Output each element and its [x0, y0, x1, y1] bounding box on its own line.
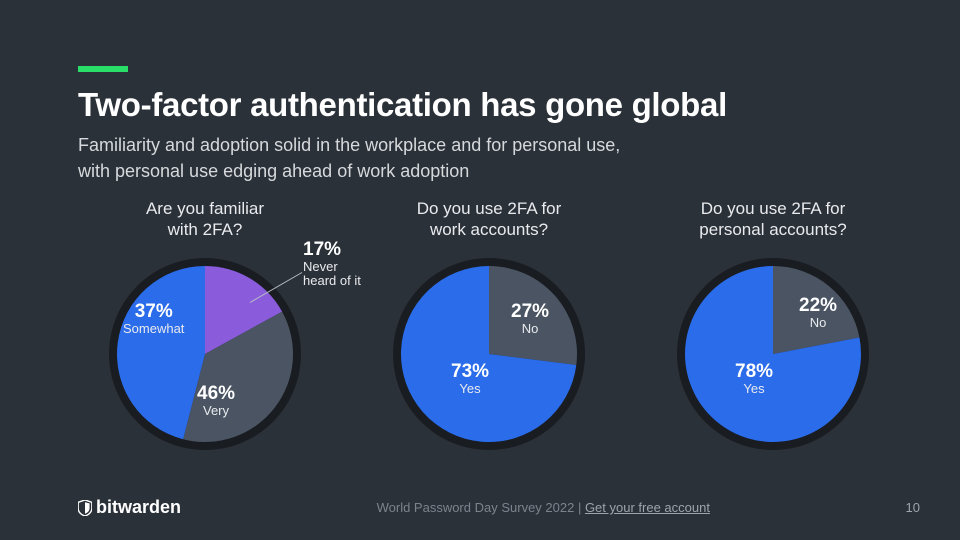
accent-bar [78, 66, 128, 72]
q-line: Do you use 2FA for [417, 199, 562, 218]
q-line: work accounts? [430, 220, 548, 239]
chart-question: Are you familiar with 2FA? [146, 198, 264, 242]
pie-chart [105, 254, 305, 454]
page-number: 10 [906, 500, 920, 515]
q-line: Are you familiar [146, 199, 264, 218]
brand-logo: bitwarden [78, 497, 181, 518]
pie-chart [389, 254, 589, 454]
page-title: Two-factor authentication has gone globa… [78, 86, 727, 124]
chart-familiarity: Are you familiar with 2FA? 46% Very 37% … [78, 198, 332, 454]
chart-question: Do you use 2FA for personal accounts? [699, 198, 846, 242]
subtitle-line-1: Familiarity and adoption solid in the wo… [78, 132, 620, 158]
pie-wrap: 73% Yes 27% No [389, 254, 589, 454]
chart-personal: Do you use 2FA for personal accounts? 78… [646, 198, 900, 454]
pie-slices [401, 266, 577, 442]
pie-wrap: 46% Very 37% Somewhat 17% Never heard of… [105, 254, 305, 454]
brand-name: bitwarden [96, 497, 181, 518]
footer-center: World Password Day Survey 2022 | Get you… [181, 500, 906, 515]
q-line: Do you use 2FA for [701, 199, 846, 218]
shield-icon [78, 500, 92, 516]
q-line: personal accounts? [699, 220, 846, 239]
footer-text: World Password Day Survey 2022 | [377, 500, 585, 515]
q-line: with 2FA? [168, 220, 243, 239]
subtitle: Familiarity and adoption solid in the wo… [78, 132, 620, 184]
pie-chart [673, 254, 873, 454]
pie-slice [489, 266, 577, 365]
footer: bitwarden World Password Day Survey 2022… [78, 497, 920, 518]
subtitle-line-2: with personal use edging ahead of work a… [78, 158, 620, 184]
chart-work: Do you use 2FA for work accounts? 73% Ye… [362, 198, 616, 454]
footer-link[interactable]: Get your free account [585, 500, 710, 515]
pie-slices [685, 266, 861, 442]
pie-wrap: 78% Yes 22% No [673, 254, 873, 454]
chart-question: Do you use 2FA for work accounts? [417, 198, 562, 242]
charts-row: Are you familiar with 2FA? 46% Very 37% … [78, 198, 900, 454]
